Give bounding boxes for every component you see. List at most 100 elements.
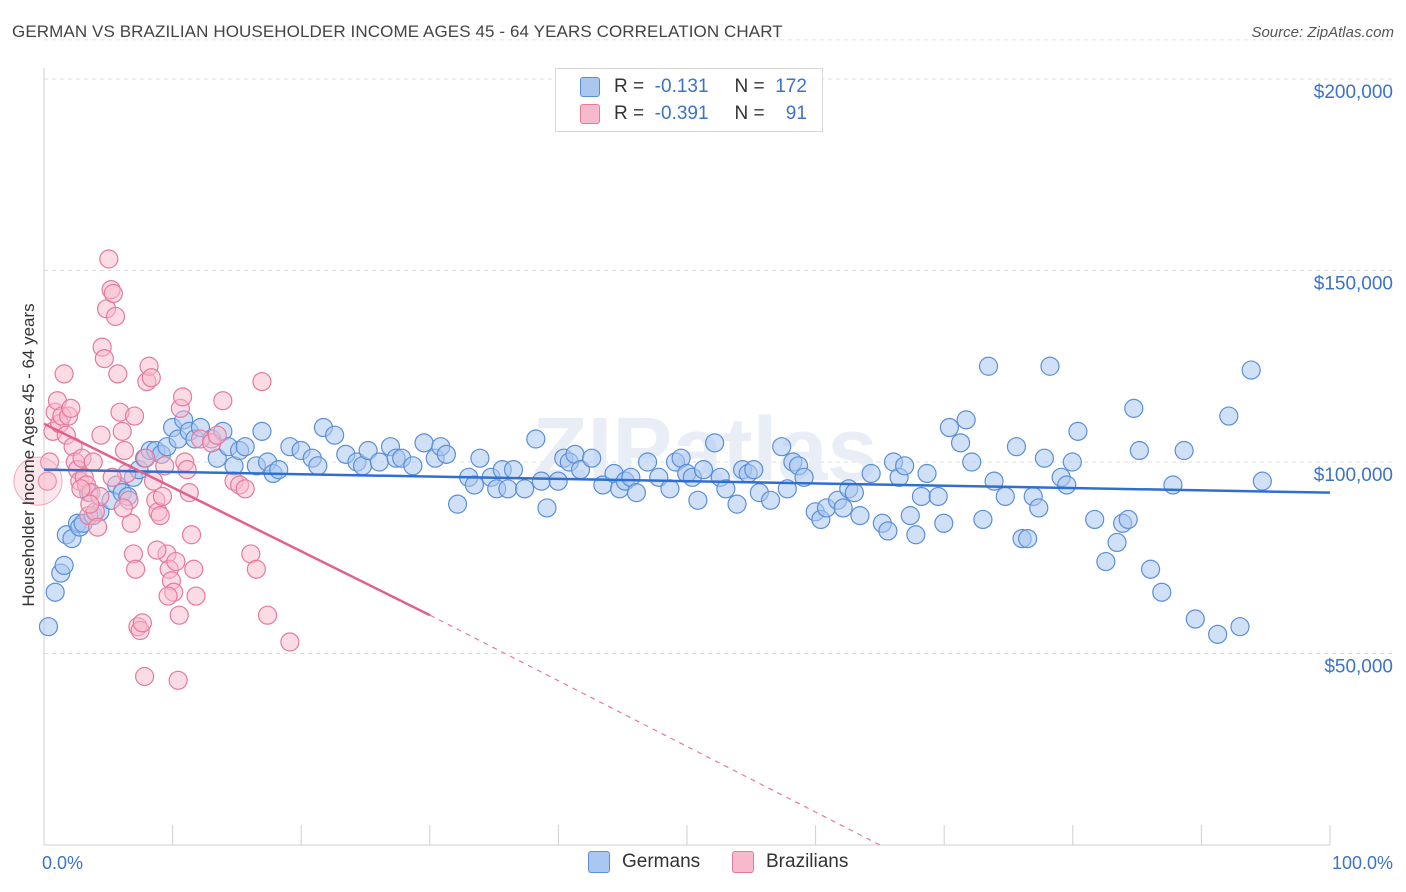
point-germans [777, 479, 797, 499]
point-brazilians [169, 605, 189, 625]
point-germans [833, 498, 853, 518]
y-axis-label: Householder Income Ages 45 - 64 years [19, 303, 38, 606]
point-germans [1006, 437, 1027, 457]
point-brazilians [207, 425, 227, 445]
point-germans [503, 460, 524, 480]
point-germans [252, 421, 272, 441]
legend-n-value: 91 [785, 103, 807, 124]
point-germans [705, 433, 725, 453]
point-germans [1107, 532, 1127, 553]
trend-line-germans [43, 468, 1331, 494]
point-brazilians [186, 586, 206, 606]
point-brazilians [213, 391, 233, 411]
point-germans [1140, 559, 1161, 579]
legend-item-germans[interactable]: Germans [588, 851, 700, 873]
point-brazilians [61, 398, 81, 418]
point-germans [447, 494, 468, 514]
trend-lines [43, 422, 1331, 846]
point-germans [861, 463, 881, 484]
legend-swatch-germans [588, 851, 610, 873]
point-germans [1241, 360, 1261, 380]
point-brazilians [147, 540, 167, 560]
point-brazilians [99, 249, 119, 269]
point-germans [906, 525, 926, 545]
point-germans [962, 452, 982, 472]
legend-n-value: 172 [775, 76, 807, 97]
point-brazilians [124, 406, 145, 426]
point-brazilians [103, 283, 123, 304]
point-brazilians [166, 551, 186, 572]
legend-n-label: N = [734, 103, 765, 124]
correlation-legend: R = -0.131 N = 172 R = -0.391 N = 91 [555, 68, 823, 132]
point-brazilians [280, 632, 300, 652]
legend-swatch-brazilians [732, 851, 754, 873]
point-germans [934, 513, 954, 533]
watermark: ZIPatlas [532, 400, 877, 500]
point-brazilians [152, 486, 173, 507]
point-germans [548, 471, 568, 491]
point-brazilians [102, 467, 122, 487]
point-germans [900, 506, 920, 526]
point-germans [1208, 624, 1228, 644]
legend-r-label: R = [614, 103, 645, 124]
point-germans [325, 425, 345, 445]
point-germans [928, 486, 948, 507]
point-germans [38, 617, 59, 637]
point-germans [1085, 509, 1105, 530]
point-brazilians [113, 498, 133, 518]
point-germans [978, 356, 999, 376]
point-brazilians [112, 421, 132, 441]
y-tick-label: $100,000 [1314, 465, 1393, 486]
point-germans [878, 521, 898, 541]
legend-item-brazilians[interactable]: Brazilians [732, 851, 848, 873]
point-germans [1068, 421, 1088, 441]
point-brazilians [126, 559, 146, 579]
point-germans [1152, 582, 1172, 602]
point-germans [1124, 398, 1144, 418]
point-germans [844, 483, 864, 503]
point-germans [727, 494, 747, 514]
legend-swatch-brazilians [580, 104, 600, 124]
point-brazilians [177, 460, 197, 480]
axes [43, 68, 1331, 846]
point-germans [1096, 551, 1116, 572]
legend-row-germans: R = -0.131 N = 172 [580, 74, 807, 100]
point-germans [498, 479, 518, 499]
point-germans [1230, 617, 1250, 637]
trend-line-brazilians [43, 422, 431, 617]
point-germans [850, 506, 870, 526]
point-germans [660, 479, 680, 499]
point-germans [637, 452, 658, 472]
point-germans [1062, 452, 1082, 472]
point-germans [269, 460, 289, 480]
point-germans [995, 486, 1015, 507]
point-brazilians [83, 452, 103, 472]
point-germans [956, 410, 976, 430]
point-germans [794, 467, 814, 487]
point-germans [950, 433, 971, 453]
point-brazilians [108, 364, 128, 384]
chart-title: GERMAN VS BRAZILIAN HOUSEHOLDER INCOME A… [12, 22, 783, 41]
point-brazilians [246, 559, 266, 579]
legend-r-value: -0.131 [654, 76, 709, 97]
point-germans [464, 475, 484, 495]
tick-labels: $50,000 $100,000 $150,000 $200,000 0.0% 100.0… [42, 82, 1393, 873]
point-germans [1057, 475, 1077, 495]
point-germans [531, 471, 552, 491]
legend-swatch-germans [580, 77, 600, 97]
point-brazilians [257, 605, 278, 625]
point-germans [470, 448, 490, 468]
point-germans [45, 582, 65, 602]
point-germans [760, 490, 781, 510]
point-brazilians [150, 506, 170, 526]
legend-r-label: R = [614, 76, 645, 97]
point-germans [939, 417, 959, 438]
point-brazilians [155, 456, 175, 476]
point-germans [1034, 448, 1054, 468]
point-germans [973, 509, 993, 530]
point-brazilians [158, 586, 178, 606]
y-tick-label: $50,000 [1324, 657, 1393, 678]
legend-label-germans: Germans [622, 851, 701, 872]
series-germans-points [38, 356, 1272, 644]
